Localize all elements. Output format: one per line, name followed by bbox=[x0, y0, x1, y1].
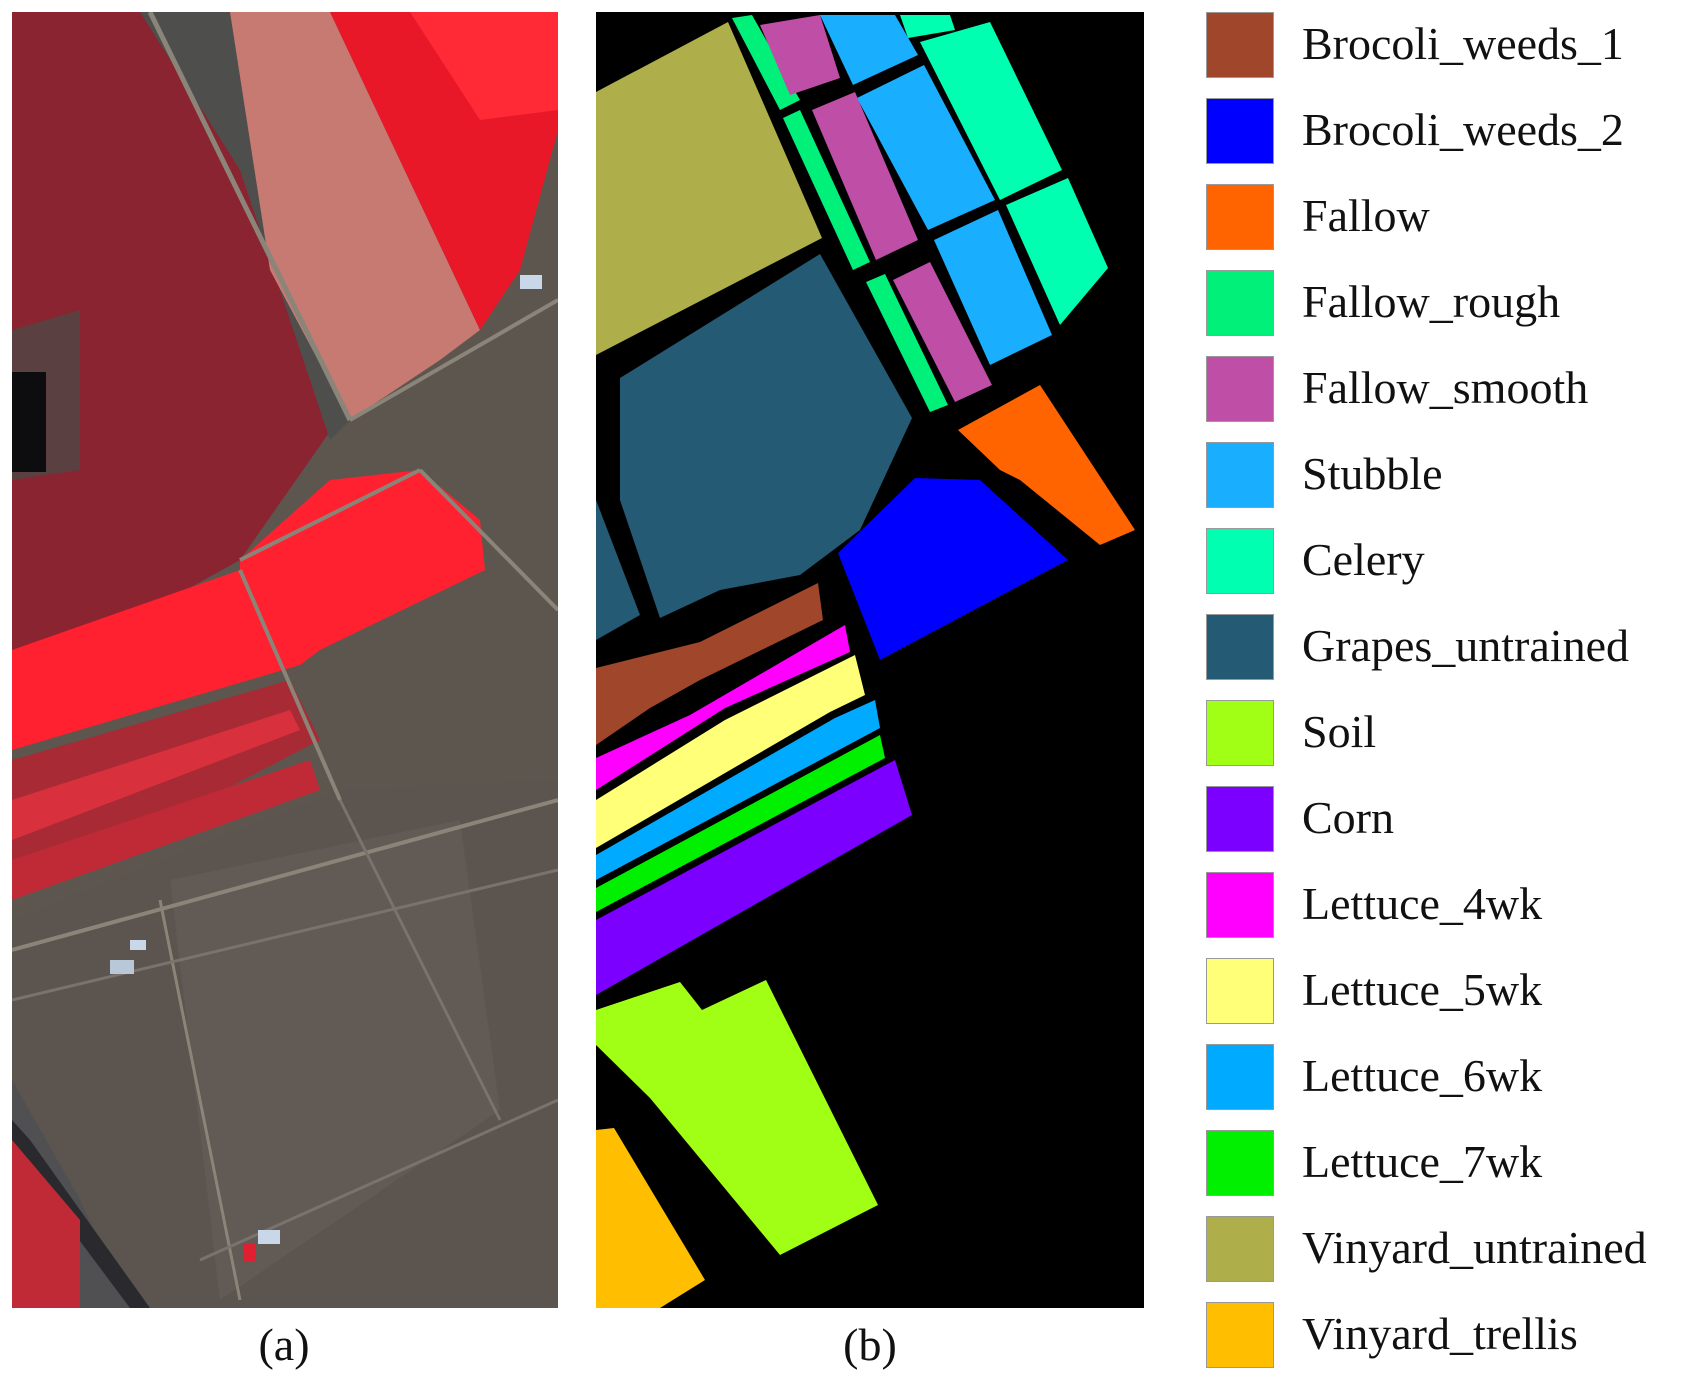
legend-item: Vinyard_trellis bbox=[1206, 1298, 1676, 1368]
region-lettuce-4wk bbox=[596, 625, 850, 790]
legend-swatch bbox=[1206, 356, 1274, 422]
legend-swatch bbox=[1206, 98, 1274, 164]
region-brocoli-weeds-2 bbox=[838, 478, 1068, 660]
legend-label: Stubble bbox=[1302, 448, 1443, 499]
legend-label: Celery bbox=[1302, 534, 1425, 585]
legend-swatch bbox=[1206, 872, 1274, 938]
legend-swatch bbox=[1206, 184, 1274, 250]
legend-swatch bbox=[1206, 1044, 1274, 1110]
legend-label: Grapes_untrained bbox=[1302, 620, 1629, 671]
legend-swatch bbox=[1206, 700, 1274, 766]
legend-label: Vinyard_trellis bbox=[1302, 1308, 1578, 1359]
legend-label: Lettuce_6wk bbox=[1302, 1050, 1543, 1101]
region-lettuce-5wk bbox=[596, 655, 865, 848]
legend-swatch bbox=[1206, 1130, 1274, 1196]
legend-label: Brocoli_weeds_1 bbox=[1302, 18, 1624, 69]
legend-swatch bbox=[1206, 1216, 1274, 1282]
legend-label: Lettuce_5wk bbox=[1302, 964, 1543, 1015]
legend-swatch bbox=[1206, 528, 1274, 594]
legend-swatch bbox=[1206, 270, 1274, 336]
legend-swatch bbox=[1206, 614, 1274, 680]
legend-label: Vinyard_untrained bbox=[1302, 1222, 1647, 1273]
region-fallow-smooth bbox=[760, 15, 840, 95]
legend-swatch bbox=[1206, 958, 1274, 1024]
legend-item: Fallow_rough bbox=[1206, 266, 1676, 336]
legend-swatch bbox=[1206, 1302, 1274, 1368]
legend-item: Lettuce_6wk bbox=[1206, 1040, 1676, 1110]
legend-item: Brocoli_weeds_2 bbox=[1206, 94, 1676, 164]
legend-item: Brocoli_weeds_1 bbox=[1206, 8, 1676, 78]
panel-b-caption: (b) bbox=[843, 1319, 897, 1370]
legend-item: Celery bbox=[1206, 524, 1676, 594]
legend-label: Lettuce_4wk bbox=[1302, 878, 1543, 929]
legend-item: Fallow bbox=[1206, 180, 1676, 250]
legend-label: Fallow_rough bbox=[1302, 276, 1561, 327]
legend-label: Brocoli_weeds_2 bbox=[1302, 104, 1624, 155]
legend-item: Soil bbox=[1206, 696, 1676, 766]
panel-a-caption: (a) bbox=[258, 1319, 310, 1370]
legend-item: Corn bbox=[1206, 782, 1676, 852]
region-vinyard-untrained bbox=[596, 22, 822, 355]
region-celery bbox=[900, 15, 955, 38]
legend-item: Lettuce_7wk bbox=[1206, 1126, 1676, 1196]
region-soil bbox=[596, 980, 878, 1255]
legend-label: Fallow_smooth bbox=[1302, 362, 1589, 413]
region-brocoli-weeds-1 bbox=[596, 583, 823, 745]
region-stubble bbox=[820, 15, 918, 85]
legend-item: Grapes_untrained bbox=[1206, 610, 1676, 680]
legend-item: Lettuce_5wk bbox=[1206, 954, 1676, 1024]
legend-swatch bbox=[1206, 786, 1274, 852]
legend-item: Fallow_smooth bbox=[1206, 352, 1676, 422]
region-grapes-untrained bbox=[620, 254, 912, 618]
legend-swatch bbox=[1206, 12, 1274, 78]
aerial-image-panel bbox=[12, 12, 558, 1308]
region-vinyard-trellis bbox=[596, 1128, 705, 1308]
region-lettuce-7wk bbox=[596, 735, 885, 912]
legend-item: Lettuce_4wk bbox=[1206, 868, 1676, 938]
legend-item: Stubble bbox=[1206, 438, 1676, 508]
legend-label: Corn bbox=[1302, 792, 1394, 843]
region-fallow-rough bbox=[732, 15, 800, 110]
ground-truth-map-panel bbox=[596, 12, 1144, 1308]
legend-item: Vinyard_untrained bbox=[1206, 1212, 1676, 1282]
legend-label: Soil bbox=[1302, 706, 1377, 757]
region-fallow bbox=[958, 385, 1135, 545]
region-corn bbox=[596, 760, 912, 995]
legend-swatch bbox=[1206, 442, 1274, 508]
legend-label: Fallow bbox=[1302, 190, 1430, 241]
legend-label: Lettuce_7wk bbox=[1302, 1136, 1543, 1187]
region-lettuce-6wk bbox=[596, 700, 880, 880]
